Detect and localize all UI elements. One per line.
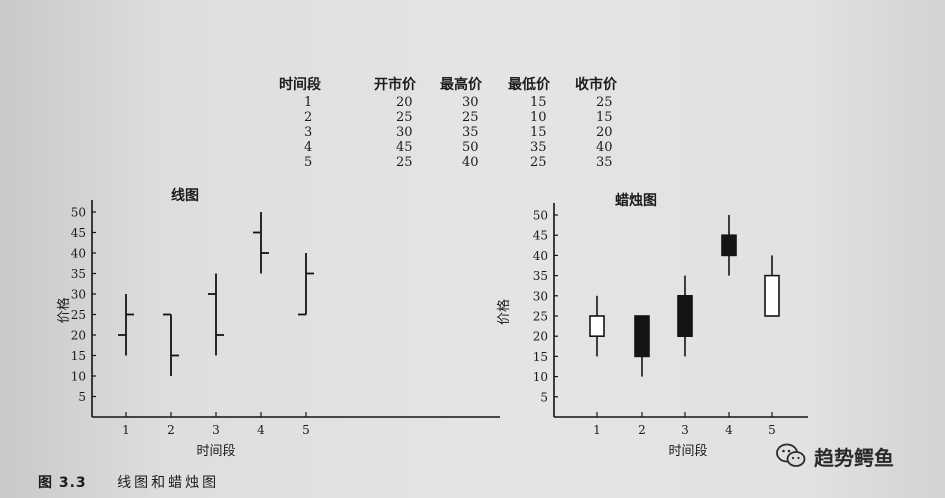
table-cell: 35 (462, 125, 479, 140)
table-cell: 2 (304, 110, 313, 125)
table-header-low: 最低价 (508, 77, 550, 93)
y-tick-label: 10 (71, 370, 86, 384)
y-tick-label: 25 (533, 310, 548, 324)
candle-body-down (677, 294, 693, 337)
y-tick-label: 40 (533, 249, 548, 263)
x-tick-label: 4 (257, 423, 265, 437)
y-tick-label: 20 (533, 330, 548, 344)
table-cell: 25 (530, 155, 547, 170)
table-cell: 15 (530, 125, 547, 140)
table-cell: 10 (530, 110, 547, 125)
chart-title: 蜡烛图 (615, 192, 657, 209)
y-tick-label: 25 (71, 308, 86, 322)
table-cell: 4 (304, 140, 313, 155)
x-tick-label: 2 (638, 423, 646, 437)
candle-body-down (634, 315, 650, 358)
table-header-close: 收市价 (575, 77, 617, 93)
wechat-icon (776, 443, 806, 467)
y-tick-label: 30 (71, 288, 86, 302)
table-cell: 15 (596, 110, 613, 125)
y-tick-label: 10 (533, 370, 548, 384)
y-tick-label: 45 (533, 229, 548, 243)
figure-title: 线图和蜡烛图 (117, 475, 220, 491)
x-tick-label: 3 (212, 423, 220, 437)
table-cell: 25 (596, 95, 613, 110)
y-tick-label: 45 (71, 226, 86, 240)
table-header-period: 时间段 (279, 77, 321, 93)
table-header-high: 最高价 (440, 77, 482, 93)
y-tick-label: 35 (71, 267, 86, 281)
table-cell: 40 (462, 155, 479, 170)
table-cell: 35 (530, 140, 547, 155)
table-cell: 30 (396, 125, 413, 140)
y-axis-label: 价格 (56, 297, 72, 323)
table-cell: 40 (596, 140, 613, 155)
y-tick-label: 50 (533, 209, 548, 223)
table-cell: 35 (596, 155, 613, 170)
y-tick-label: 5 (540, 390, 548, 404)
table-cell: 45 (396, 140, 413, 155)
table-cell: 30 (462, 95, 479, 110)
x-tick-label: 3 (681, 423, 689, 437)
y-tick-label: 30 (533, 289, 548, 303)
table-cell: 25 (396, 155, 413, 170)
x-tick-label: 2 (167, 423, 175, 437)
y-tick-label: 15 (533, 350, 548, 364)
x-axis-label: 时间段 (668, 444, 707, 459)
table-cell: 1 (304, 95, 313, 110)
table-cell: 5 (304, 155, 313, 170)
candle-body-down (721, 234, 737, 257)
y-tick-label: 20 (71, 329, 86, 343)
y-tick-label: 50 (71, 206, 86, 220)
y-tick-label: 40 (71, 247, 86, 261)
candle-body-up (589, 315, 605, 338)
x-tick-label: 4 (725, 423, 733, 437)
y-axis-label: 价格 (496, 299, 512, 325)
table-cell: 20 (596, 125, 613, 140)
candle-body-up (764, 274, 780, 317)
table-cell: 25 (396, 110, 413, 125)
watermark: 趋势鳄鱼 (776, 441, 894, 471)
table-cell: 15 (530, 95, 547, 110)
watermark-text: 趋势鳄鱼 (814, 445, 894, 470)
x-tick-label: 5 (768, 423, 776, 437)
table-cell: 20 (396, 95, 413, 110)
y-tick-label: 15 (71, 349, 86, 363)
chart-title: 线图 (171, 187, 199, 204)
x-axis-label: 时间段 (196, 444, 235, 459)
x-tick-label: 5 (302, 423, 310, 437)
table-cell: 25 (462, 110, 479, 125)
x-tick-label: 1 (122, 423, 130, 437)
x-tick-label: 1 (593, 423, 601, 437)
table-header-open: 开市价 (374, 77, 416, 93)
y-tick-label: 35 (533, 269, 548, 283)
figure-caption: 图 3.3 线图和蜡烛图 (38, 472, 219, 492)
table-cell: 3 (304, 125, 313, 140)
figure-number: 图 3.3 (38, 475, 87, 491)
table-cell: 50 (462, 140, 479, 155)
y-tick-label: 5 (78, 390, 86, 404)
